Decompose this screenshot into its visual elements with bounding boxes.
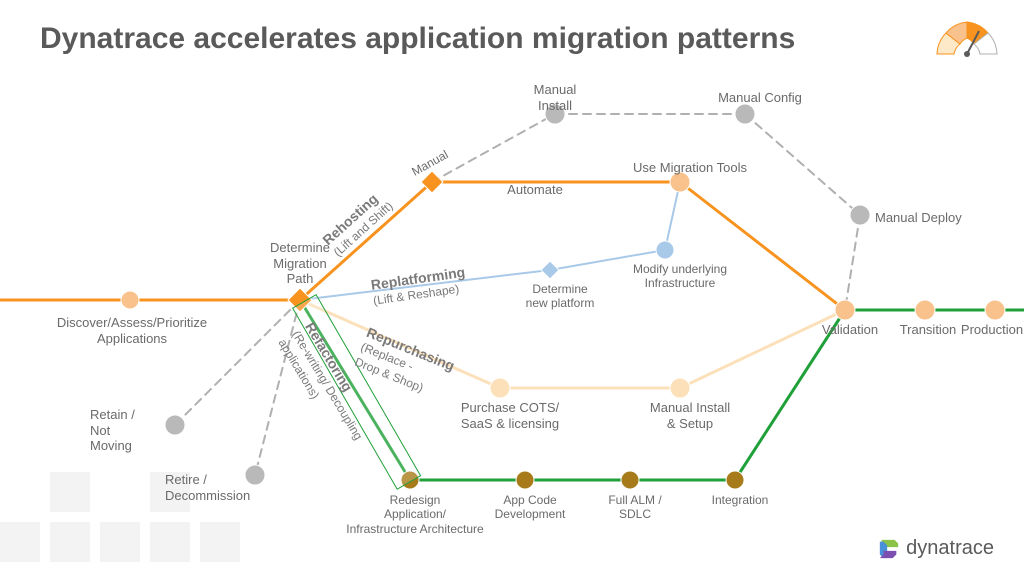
label-fullalm: Full ALM /SDLC [590,493,680,522]
label-redesign: RedesignApplication/Infrastructure Archi… [335,493,495,536]
label-discover: Discover/Assess/PrioritizeApplications [42,315,222,346]
page-title: Dynatrace accelerates application migrat… [40,22,795,56]
label-retire: Retire /Decommission [165,472,275,503]
label-validation: Validation [810,322,890,338]
gauge-icon [932,14,1002,58]
label-appcode: App CodeDevelopment [480,493,580,522]
label-purchase: Purchase COTS/SaaS & licensing [450,400,570,431]
label-det-platform: Determinenew platform [510,282,610,311]
label-automate: Automate [490,182,580,198]
label-retain: Retain /NotMoving [90,407,160,454]
dynatrace-text: dynatrace [906,537,994,560]
label-install-setup: Manual Install& Setup [630,400,750,431]
label-manual-install: ManualInstall [510,82,600,113]
dynatrace-logo: dynatrace [878,537,994,560]
dynatrace-icon [878,538,900,560]
label-mod-infra: Modify underlyingInfrastructure [615,262,745,291]
label-integration: Integration [695,493,785,507]
label-manual-config: Manual Config [700,90,820,106]
label-migtools: Use Migration Tools [620,160,760,176]
label-manual-deploy: Manual Deploy [875,210,995,226]
label-production: Production [952,322,1024,338]
